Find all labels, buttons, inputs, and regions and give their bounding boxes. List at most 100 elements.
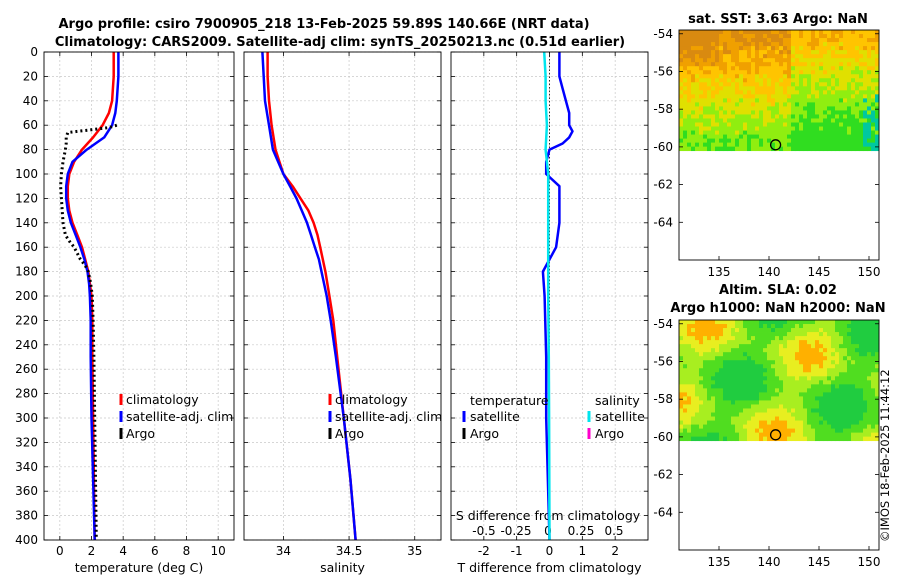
map-cell [787,372,792,377]
map-cell [795,380,800,385]
map-cell [827,368,832,373]
map-cell [723,126,728,131]
map-cell [699,130,704,135]
map-cell [719,364,724,369]
map-cell [751,98,756,103]
map-cell [819,38,824,43]
map-cell [871,106,876,111]
map-cell [731,400,736,405]
map-cell [851,420,856,425]
map-cell [703,408,708,413]
map-cell [695,90,700,95]
map-cell [735,404,740,409]
map-cell [751,82,756,87]
map-cell [735,134,740,139]
map-cell [695,436,700,442]
map-cell [715,90,720,95]
map-cell [679,416,684,421]
map-cell [699,384,704,389]
map-cell [767,356,772,361]
map-cell [743,142,748,148]
map-cell [755,408,760,413]
map-cell [707,114,712,119]
map-cell [743,130,748,135]
map-cell [783,62,788,67]
map-cell [823,86,828,91]
map-cell [735,396,740,401]
map-cell [859,42,864,47]
map-cell [683,408,688,413]
map-cell [831,344,836,349]
map-cell [827,78,832,83]
map-cell [763,388,768,393]
map-cell [787,384,792,389]
map-cell [703,356,708,361]
map-cell [779,106,784,111]
map-cell [699,106,704,111]
map-cell [759,66,764,71]
map-cell [719,134,724,139]
map-cell [711,74,716,79]
map-cell [783,372,788,377]
map-cell [867,356,872,361]
map-cell [811,62,816,67]
map-cell [755,404,760,409]
map-cell [815,388,820,393]
map-cell [715,58,720,63]
map-cell [715,114,720,119]
map-cell [795,336,800,341]
map-cell [823,424,828,429]
map-cell [691,134,696,139]
y-tick-label: 180 [15,265,38,279]
map-cell [771,376,776,381]
map-cell [863,328,868,333]
map-cell [707,352,712,357]
map-cell [791,98,796,103]
map-cell [783,138,788,144]
map-cell [747,118,752,123]
map-cell [751,380,756,385]
map-cell [823,344,828,349]
map-cell [755,90,760,95]
map-cell [703,344,708,349]
map-cell [767,86,772,91]
map-cell [743,376,748,381]
map-cell [747,114,752,119]
map-cell [835,34,840,39]
map-cell [707,384,712,389]
map-cell [711,336,716,341]
map-cell [695,364,700,369]
map-cell [751,62,756,67]
map-cell [795,122,800,127]
map-cell [731,110,736,115]
map-cell [779,400,784,405]
map-cell [799,38,804,43]
map-cell [847,416,852,421]
timestamp-stamp: ©IMOS 18-Feb-2025 11:44:12 [878,369,892,542]
map-cell [703,106,708,111]
map-cell [679,134,684,139]
map-cell [795,86,800,91]
map-cell [779,404,784,409]
map-cell [827,340,832,345]
map-cell [747,328,752,333]
map-cell [747,98,752,103]
map-cell [871,372,876,377]
map-cell [767,332,772,337]
map-cell [811,38,816,43]
map-cell [787,420,792,425]
map-cell [719,416,724,421]
map-cell [703,432,708,438]
map-cell [863,428,868,434]
map-cell [859,380,864,385]
map-cell [751,360,756,365]
map-cell [815,54,820,59]
map-cell [707,392,712,397]
map-cell [803,126,808,131]
map-cell [871,432,876,438]
map-cell [819,74,824,79]
map-cell [739,58,744,63]
map-cell [819,320,824,325]
map-cell [723,392,728,397]
map-cell [759,138,764,144]
